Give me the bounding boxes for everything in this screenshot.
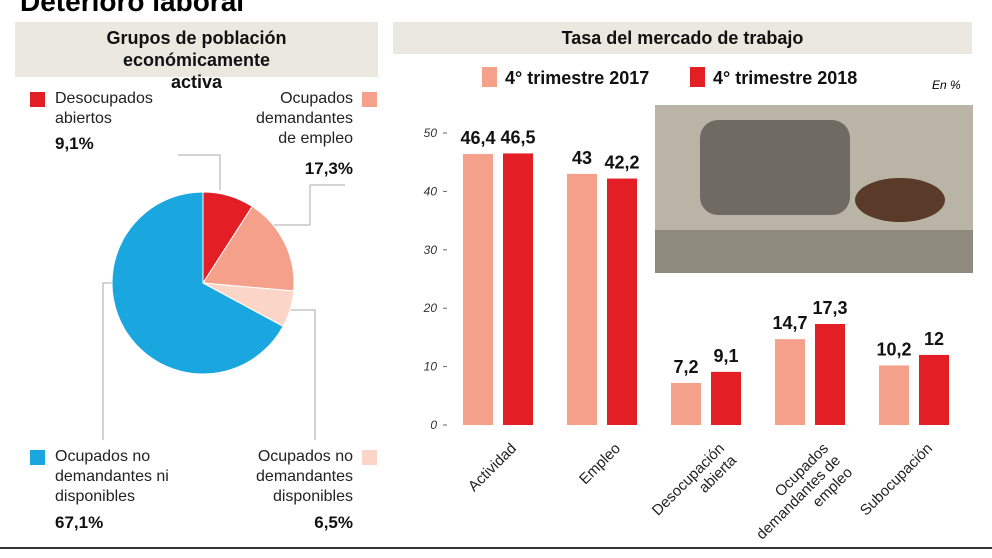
legend-swatch <box>482 67 497 87</box>
photo-ground <box>655 230 973 273</box>
page-title: Deterioro laboral <box>20 0 245 17</box>
legend-swatch <box>30 450 45 465</box>
bar <box>919 354 949 425</box>
bar <box>503 153 533 425</box>
legend-label: 4° trimestre 2018 <box>713 68 857 88</box>
slice-value: 67,1% <box>55 513 104 532</box>
bar <box>879 365 909 425</box>
y-tick-label: 50 <box>424 126 438 140</box>
connector <box>265 184 345 226</box>
bar-value-label: 46,5 <box>500 127 535 147</box>
y-tick-label: 10 <box>424 360 438 374</box>
bar <box>775 339 805 425</box>
slice-value: 9,1% <box>55 134 94 153</box>
pie-slice <box>111 191 284 375</box>
bar-value-label: 10,2 <box>876 339 911 359</box>
bar-value-label: 43 <box>572 148 592 168</box>
bar-value-label: 42,2 <box>604 153 639 173</box>
legend-swatch <box>690 67 705 87</box>
y-tick-label: 0 <box>430 418 437 432</box>
bar-value-label: 9,1 <box>713 346 738 366</box>
bar <box>567 173 597 425</box>
bar-value-label: 17,3 <box>812 298 847 318</box>
bar-value-label: 46,4 <box>460 128 495 148</box>
connector <box>178 154 221 190</box>
y-tick-label: 40 <box>424 184 438 198</box>
bar-value-label: 12 <box>924 329 944 349</box>
unit-note: En % <box>932 78 961 92</box>
legend-swatch <box>362 92 377 107</box>
photo-cart <box>700 120 850 215</box>
pie-slice <box>202 205 295 292</box>
slice-label: Desocupados abiertos <box>55 90 153 127</box>
pie-title: Grupos de población económicamente activ… <box>15 22 378 92</box>
y-tick-label: 30 <box>424 243 438 257</box>
bar <box>711 371 741 425</box>
legend-label: 4° trimestre 2017 <box>505 68 649 88</box>
bar <box>463 154 493 426</box>
legend-swatch <box>30 92 45 107</box>
bar-value-label: 14,7 <box>772 313 807 333</box>
slice-label: Ocupados no demandantes disponibles <box>256 448 353 505</box>
bar-value-label: 7,2 <box>673 357 698 377</box>
photo-horse <box>855 178 945 222</box>
bar <box>671 382 701 425</box>
slice-label: Ocupados no demandantes ni disponibles <box>55 448 169 505</box>
bar <box>815 323 845 425</box>
slice-label: Ocupados demandantes de empleo <box>256 90 353 147</box>
slice-value: 6,5% <box>314 513 353 532</box>
bar-title: Tasa del mercado de trabajo <box>393 22 972 54</box>
connector <box>288 309 316 440</box>
legend-swatch <box>362 450 377 465</box>
slice-value: 17,3% <box>304 159 353 178</box>
bar <box>607 178 637 425</box>
y-tick-label: 20 <box>423 301 438 315</box>
